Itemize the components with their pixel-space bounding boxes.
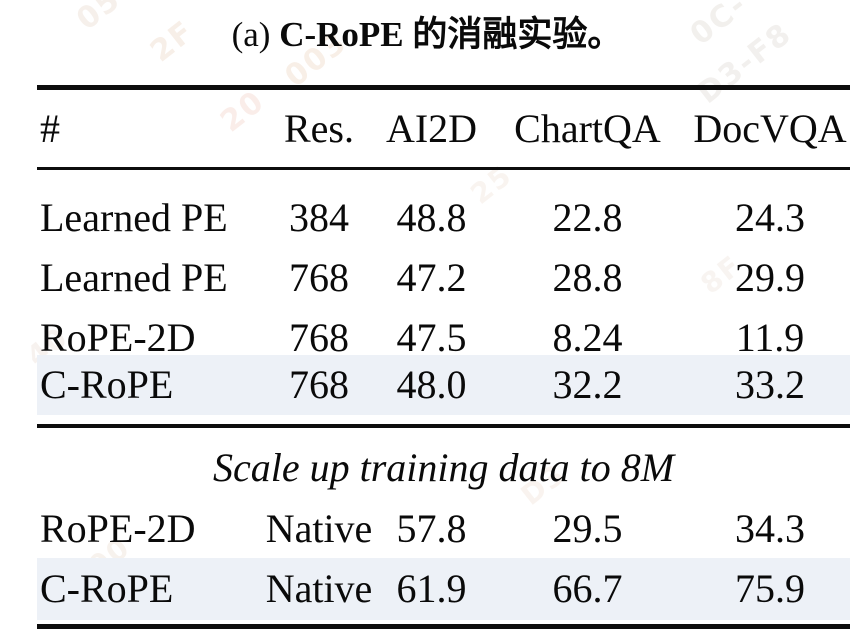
cell-chartqa: 29.5	[552, 506, 623, 551]
cell-ai2d: 48.0	[396, 362, 467, 407]
caption-title: C-RoPE 的消融实验。	[279, 15, 623, 54]
cell-docvqa: 29.9	[735, 255, 805, 300]
cell-ai2d: 61.9	[396, 566, 467, 611]
cell-chartqa: 32.2	[552, 362, 623, 407]
header-chartqa: ChartQA	[514, 106, 661, 151]
cell-method: C-RoPE	[40, 566, 174, 611]
cell-ai2d: 57.8	[396, 506, 467, 551]
cell-chartqa: 8.24	[552, 315, 623, 360]
section-heading: Scale up training data to 8M	[212, 445, 675, 490]
caption-label: (a)	[231, 15, 271, 54]
header-rule	[37, 167, 850, 170]
cell-res: 768	[289, 315, 349, 360]
bottom-rule	[37, 624, 850, 629]
cell-method: RoPE-2D	[40, 506, 196, 551]
mid-rule	[37, 424, 850, 428]
cell-docvqa: 33.2	[735, 362, 805, 407]
cell-ai2d: 48.8	[396, 195, 467, 240]
cell-method: C-RoPE	[40, 362, 174, 407]
cell-ai2d: 47.5	[396, 315, 467, 360]
cell-ai2d: 47.2	[396, 255, 467, 300]
table-header-row: # Res. AI2D ChartQA DocVQA	[37, 101, 850, 157]
cell-res: Native	[265, 506, 373, 551]
table-row-highlighted: C-RoPE 768 48.0 32.2 33.2	[37, 355, 850, 415]
table-row: RoPE-2D 768 47.5 8.24 11.9	[37, 308, 850, 368]
header-ai2d: AI2D	[385, 106, 478, 151]
cell-docvqa: 34.3	[735, 506, 805, 551]
cell-res: 768	[289, 255, 349, 300]
cell-res: 384	[289, 195, 349, 240]
top-rule	[37, 85, 850, 90]
table-caption: (a) C-RoPE 的消融实验。	[37, 6, 817, 57]
cell-res: Native	[265, 566, 373, 611]
header-res: Res.	[284, 106, 354, 151]
cell-chartqa: 22.8	[552, 195, 623, 240]
cell-docvqa: 24.3	[735, 195, 805, 240]
cell-chartqa: 66.7	[552, 566, 623, 611]
table-row: Learned PE 768 47.2 28.8 29.9	[37, 248, 850, 308]
table-row-highlighted: C-RoPE Native 61.9 66.7 75.9	[37, 558, 850, 620]
cell-chartqa: 28.8	[552, 255, 623, 300]
cell-docvqa: 75.9	[735, 566, 805, 611]
cell-method: RoPE-2D	[40, 315, 196, 360]
cell-res: 768	[289, 362, 349, 407]
cell-method: Learned PE	[40, 255, 228, 300]
header-docvqa: DocVQA	[693, 106, 847, 151]
cell-docvqa: 11.9	[735, 315, 805, 360]
table-row: Learned PE 384 48.8 22.8 24.3	[37, 188, 850, 248]
header-method: #	[40, 106, 60, 151]
table-row: RoPE-2D Native 57.8 29.5 34.3	[37, 503, 850, 555]
cell-method: Learned PE	[40, 195, 228, 240]
